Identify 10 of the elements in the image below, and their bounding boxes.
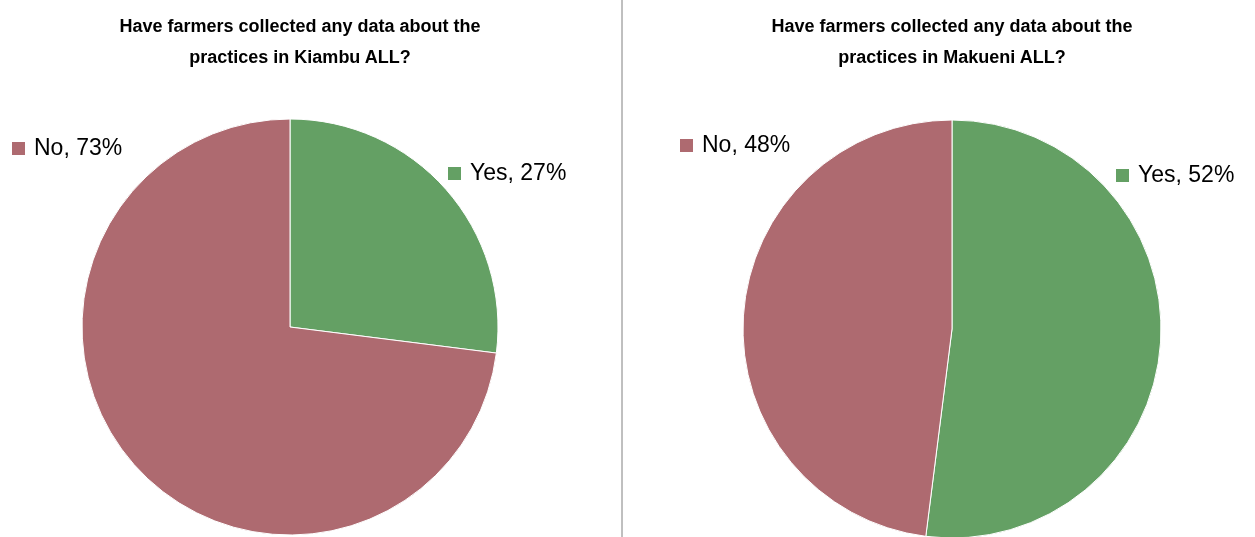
data-label: , 27% xyxy=(507,159,567,185)
legend-label: Yes xyxy=(1138,161,1176,187)
data-label: , 48% xyxy=(731,131,791,157)
data-label: , 73% xyxy=(63,134,123,160)
chart-title: Have farmers collected any data about the practices in Kiambu ALL? xyxy=(119,16,481,67)
legend-label: Yes xyxy=(470,159,508,185)
legend-label: No xyxy=(34,134,64,160)
legend-label: No xyxy=(702,131,732,157)
chart-title: Have farmers collected any data about the practices in Makueni ALL? xyxy=(771,16,1133,67)
data-label: , 52% xyxy=(1175,161,1235,187)
